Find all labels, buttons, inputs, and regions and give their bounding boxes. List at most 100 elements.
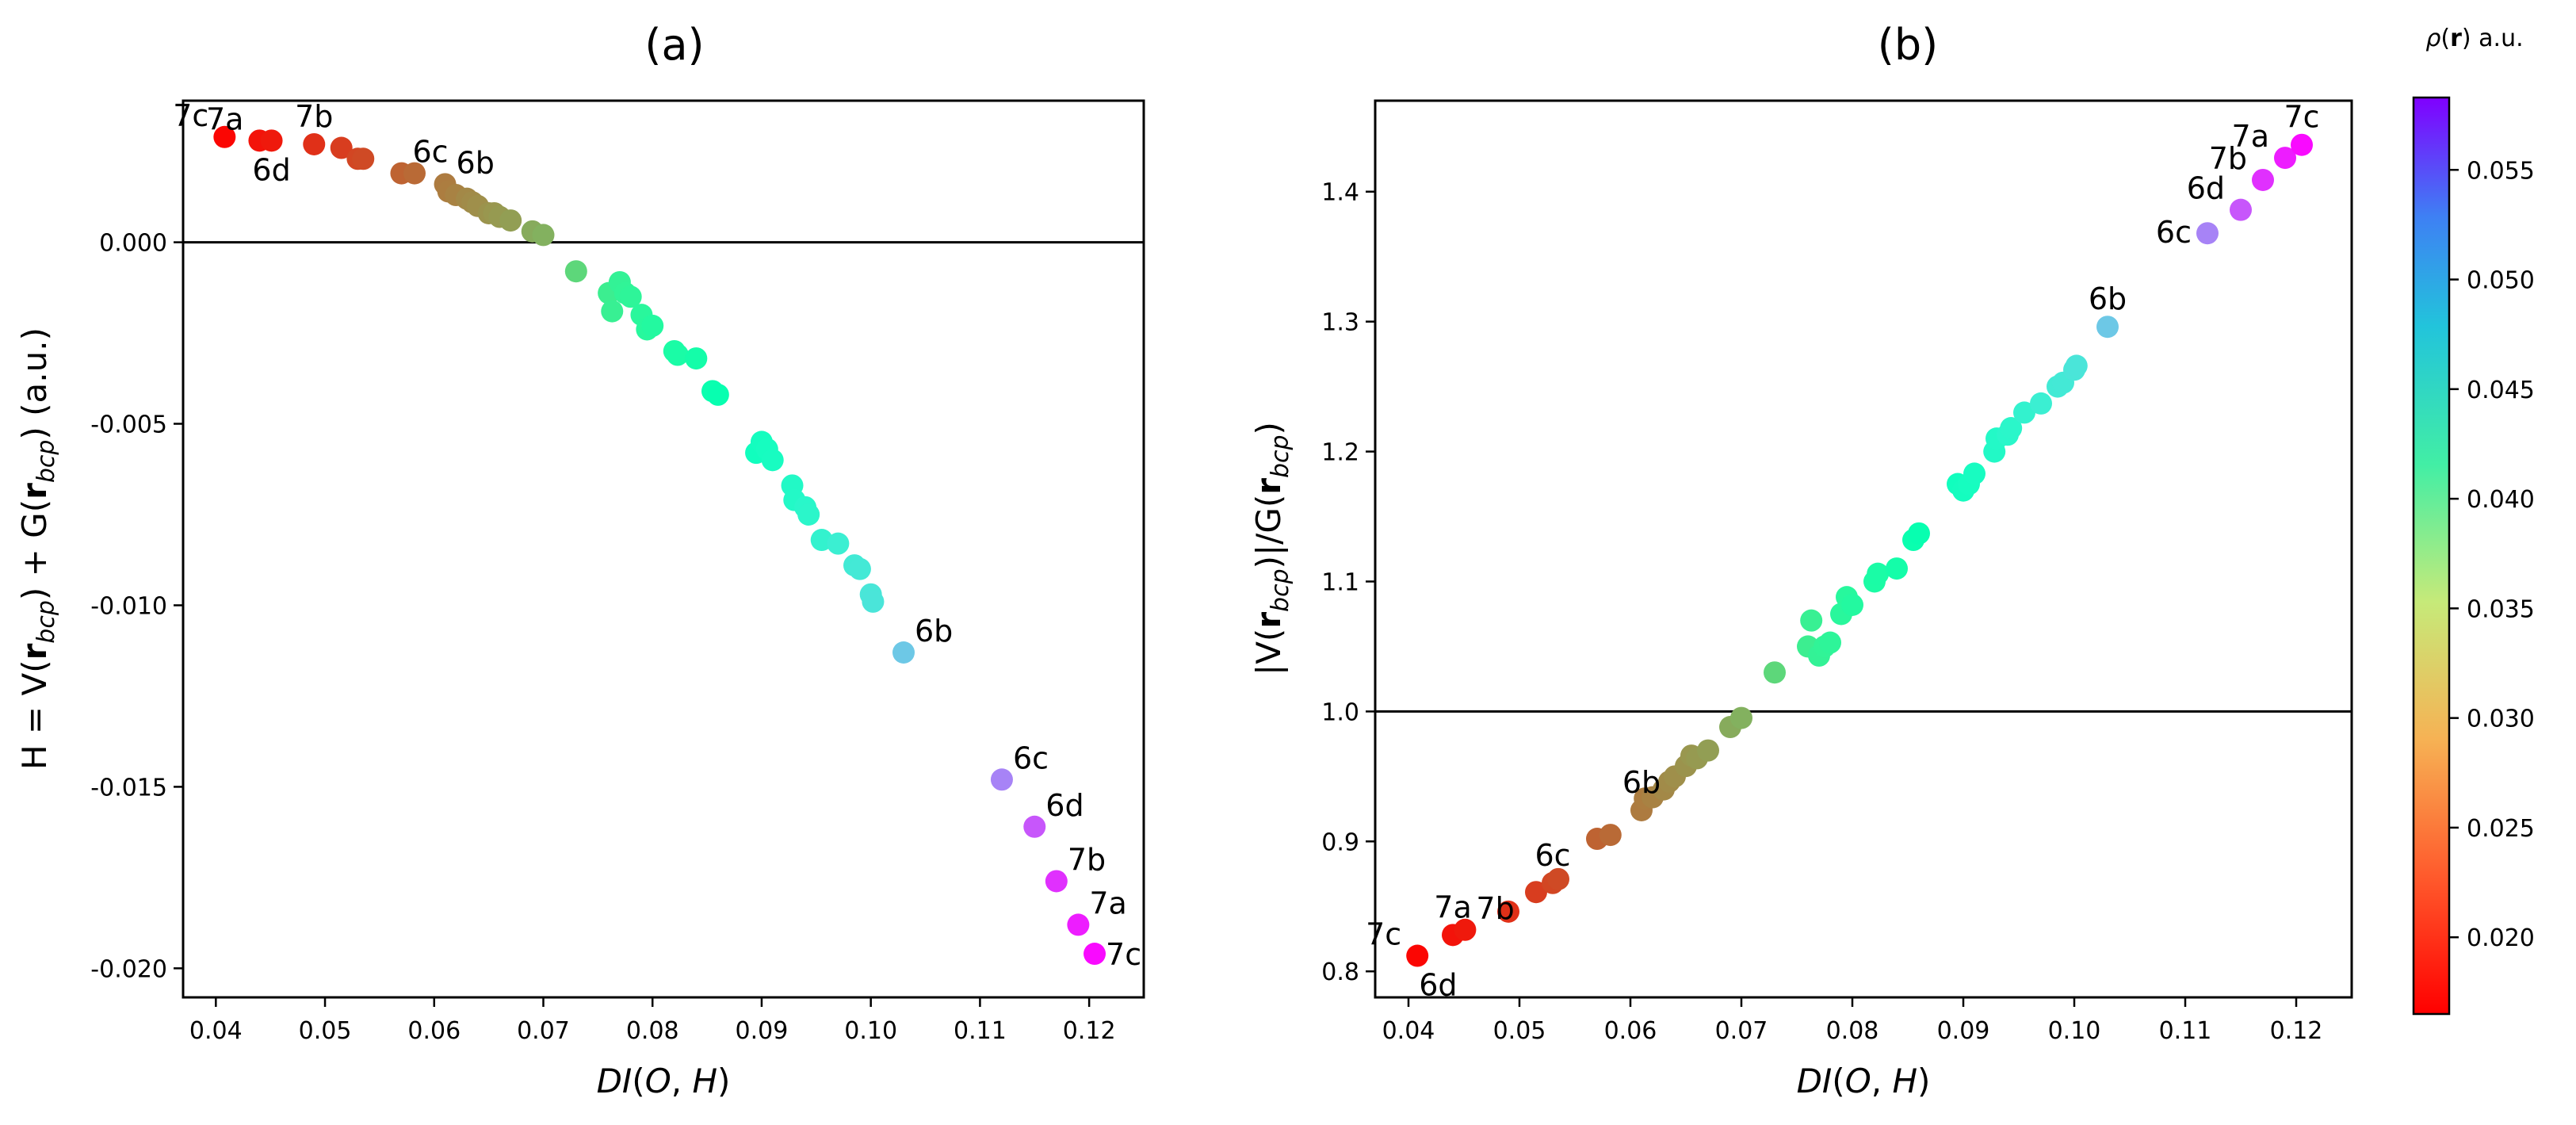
panel-a-point-18: [499, 209, 522, 232]
panel-a-x-tick-label-1: 0.05: [299, 1017, 352, 1045]
panel-b-annotation-6: 6b: [2089, 281, 2127, 316]
colorbar: ρ(r) a.u. 0.020 0.025 0.030 0.035 0.040 0.045…: [2412, 25, 2535, 1016]
panel-b-annotation-0: 7c: [1366, 917, 1401, 952]
colorbar-tick-label-2: 0.030: [2467, 706, 2535, 733]
panel-a-point-26: [619, 285, 642, 308]
panel-a-point-44: [827, 532, 850, 555]
panel-a-point-29: [641, 314, 664, 337]
panel-a-point-51: [1023, 815, 1046, 838]
panel-b-point-48: [2065, 354, 2088, 377]
panel-a-annotation-9: 7b: [1068, 842, 1106, 877]
panel-b-point-54: [2291, 133, 2313, 156]
panel-a-point-6: [352, 147, 375, 170]
panel-b-point-44: [2030, 392, 2052, 415]
panel-a-x-tick-label-4: 0.08: [626, 1017, 679, 1045]
panel-a-frame: [182, 99, 1145, 999]
panel-b-point-6: [1547, 867, 1569, 890]
panel-b-y-ticks: 0.8 0.9 1.0 1.1 1.2 1.3 1.4: [1321, 179, 1375, 986]
panel-b-point-21: [1764, 661, 1786, 684]
panel-b-annotation-3: 7b: [1476, 891, 1514, 926]
panel-a-x-tick-label-5: 0.09: [736, 1017, 789, 1045]
panel-a-annotation-6: 6b: [915, 614, 953, 649]
panel-b-x-tick-label-8: 0.12: [2270, 1017, 2323, 1045]
panel-a-annotation-7: 6c: [1013, 740, 1049, 775]
panel-b-annotation-10: 7a: [2232, 119, 2269, 154]
panel-b-frame: [1374, 99, 2353, 999]
panel-b-point-53: [2274, 147, 2296, 170]
panel-a-annotation-3: 7b: [295, 99, 333, 134]
panel-b-annotation-7: 6c: [2156, 215, 2192, 250]
panel-b-y-label: |V(rbcp)|/G(rbcp): [1249, 422, 1294, 675]
panel-b-point-29: [1841, 593, 1863, 616]
panel-a-point-21: [564, 260, 587, 283]
panel-b-point-8: [1599, 824, 1622, 847]
panel-b-point-3: [1497, 900, 1519, 923]
panel-a-point-32: [685, 347, 708, 370]
panel-a-title: (a): [644, 20, 704, 70]
panel-a-annotation-8: 6d: [1045, 788, 1084, 823]
panel-b-point-42: [2000, 417, 2023, 440]
panel-b-point-49: [2096, 316, 2119, 339]
panel-b-y-tick-label-0: 0.8: [1321, 959, 1359, 986]
panel-b-annotation-11: 7c: [2284, 100, 2319, 135]
panel-a-point-0: [213, 125, 236, 148]
panel-a-point-4: [330, 136, 353, 159]
panel-b-y-tick-label-1: 0.9: [1321, 828, 1359, 856]
panel-b-point-50: [2196, 222, 2219, 245]
panel-b-annotation-9: 7b: [2209, 141, 2247, 176]
colorbar-tick-label-4: 0.040: [2467, 486, 2535, 514]
panel-a-point-8: [403, 162, 426, 185]
panel-a-point-42: [797, 503, 820, 526]
colorbar-tick-label-0: 0.020: [2467, 924, 2535, 952]
colorbar-ticks: 0.020 0.025 0.030 0.035 0.040 0.045 0.050 0.055: [2449, 157, 2535, 952]
panel-a-point-49: [892, 641, 915, 664]
panel-a-x-label: DI(O, H): [597, 1062, 731, 1100]
panel-a-y-tick-label-1: -0.005: [90, 411, 167, 439]
panel-a-point-46: [848, 557, 871, 580]
panel-b-point-32: [1886, 557, 1908, 580]
panel-b-annotation-5: 6b: [1622, 765, 1661, 800]
colorbar-tick-label-7: 0.055: [2467, 157, 2535, 185]
panel-b-annotation-4: 6c: [1535, 838, 1570, 873]
panel-a-point-34: [706, 383, 729, 406]
panel-b-x-tick-label-0: 0.04: [1382, 1017, 1435, 1045]
panel-a-y-tick-label-3: -0.015: [90, 774, 167, 802]
panel-a-x-tick-label-7: 0.11: [954, 1017, 1007, 1045]
panel-a-y-label: H = V(rbcp) + G(rbcp) (a.u.): [15, 327, 60, 770]
panel-b-point-38: [1963, 462, 1986, 485]
colorbar-tick-label-6: 0.050: [2467, 267, 2535, 295]
panel-b-x-tick-label-5: 0.09: [1937, 1017, 1990, 1045]
panel-b-x-ticks: 0.04 0.05 0.06 0.07 0.08 0.09 0.10 0.11 0.12: [1382, 997, 2323, 1045]
panel-a-x-tick-label-2: 0.06: [407, 1017, 461, 1045]
panel-a-y-tick-label-2: -0.010: [90, 592, 167, 620]
panel-b-point-26: [1819, 631, 1841, 654]
colorbar-label: ρ(r) a.u.: [2425, 25, 2523, 52]
panel-a-annotation-10: 7a: [1089, 886, 1126, 920]
panel-a-point-48: [862, 590, 885, 613]
panel-a-point-52: [1045, 870, 1068, 893]
panel-a-point-54: [1084, 943, 1106, 966]
panel-a-y-tick-label-0: 0.000: [99, 230, 167, 258]
panel-a-annotation-4: 6c: [412, 135, 448, 170]
panel-a-annotation-5: 6b: [457, 145, 495, 180]
panel-b-y-tick-label-5: 1.3: [1321, 309, 1359, 337]
panel-b-points: [1406, 133, 2313, 967]
panel-a-x-tick-label-0: 0.04: [189, 1017, 243, 1045]
panel-a-point-3: [303, 132, 326, 155]
panel-b-x-tick-label-3: 0.07: [1715, 1017, 1768, 1045]
panel-b-x-tick-label-7: 0.11: [2159, 1017, 2212, 1045]
panel-a-annotation-11: 7c: [1106, 937, 1141, 972]
panel-a-point-38: [761, 449, 784, 472]
panel-a-point-53: [1067, 913, 1090, 936]
panel-b-annotation-8: 6d: [2187, 171, 2225, 206]
panel-b-x-label: DI(O, H): [1797, 1062, 1931, 1100]
panel-b-y-tick-label-2: 1.0: [1321, 698, 1359, 726]
colorbar-tick-label-1: 0.025: [2467, 815, 2535, 843]
panel-b-point-51: [2230, 198, 2252, 221]
panel-a-x-tick-label-8: 0.12: [1063, 1017, 1116, 1045]
panel-b-point-34: [1908, 522, 1930, 545]
panel-b-y-tick-label-3: 1.1: [1321, 568, 1359, 596]
